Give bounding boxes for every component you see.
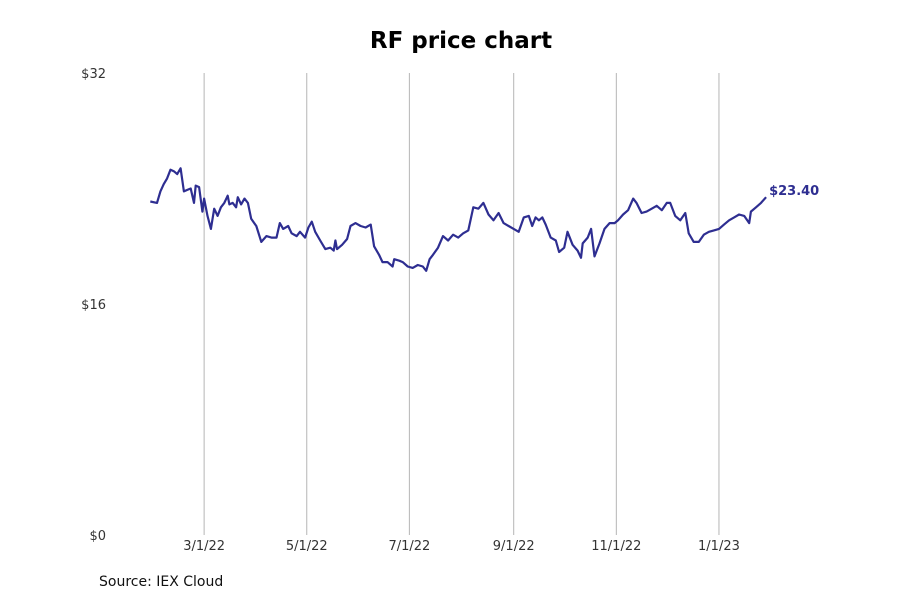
last-price-label: $23.40: [769, 184, 819, 199]
y-axis-ticks: $0 $16 $32: [81, 67, 106, 544]
x-tick-label: 1/1/23: [698, 539, 740, 554]
y-tick-label: $32: [81, 67, 106, 82]
x-tick-label: 11/1/22: [591, 539, 641, 554]
gridlines: [203, 73, 720, 535]
chart-title: RF price chart: [369, 28, 553, 54]
price-line: [150, 167, 767, 272]
x-axis-ticks: 3/1/22 5/1/22 7/1/22 9/1/22 11/1/22 1/1/23: [183, 539, 740, 554]
x-tick-label: 5/1/22: [286, 539, 328, 554]
x-tick-label: 9/1/22: [493, 539, 535, 554]
y-tick-label: $16: [81, 298, 106, 313]
x-tick-label: 7/1/22: [388, 539, 430, 554]
x-tick-label: 3/1/22: [183, 539, 225, 554]
y-tick-label: $0: [89, 529, 106, 544]
source-note: Source: IEX Cloud: [99, 574, 224, 590]
